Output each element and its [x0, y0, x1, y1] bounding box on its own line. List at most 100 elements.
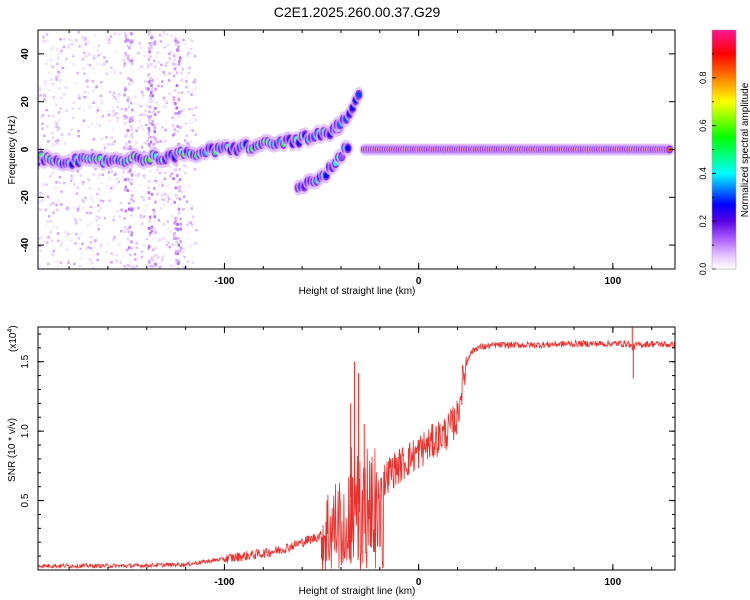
noise-speck	[57, 111, 60, 114]
noise-speck	[146, 54, 150, 58]
noise-speck	[90, 123, 93, 126]
noise-speck	[103, 146, 107, 150]
noise-speck	[83, 38, 87, 41]
noise-speck	[152, 248, 155, 252]
noise-speck	[133, 253, 137, 256]
snr-axes: -100 0 100 0.5 1.0 1.5	[20, 327, 675, 588]
noise-speck	[100, 181, 103, 185]
noise-speck	[140, 124, 143, 128]
noise-speck	[117, 180, 121, 184]
noise-speck	[135, 141, 138, 144]
noise-speck	[180, 72, 184, 75]
noise-speck	[77, 207, 80, 210]
noise-speck	[174, 217, 177, 221]
noise-speck	[127, 105, 130, 109]
snr-multiplier: (x104)	[7, 325, 19, 352]
noise-speck	[119, 71, 123, 75]
noise-speck	[187, 71, 190, 75]
noise-speck	[47, 114, 51, 118]
noise-speck	[173, 264, 176, 268]
noise-speck	[83, 36, 86, 40]
noise-speck	[45, 33, 49, 36]
noise-speck	[110, 187, 113, 190]
colorbar: 0.0 0.2 0.4 0.6 0.8 Normalized spectral ampl…	[698, 29, 750, 275]
noise-speck	[184, 139, 187, 142]
noise-speck	[185, 86, 188, 89]
noise-speck	[38, 264, 42, 268]
noise-speck	[153, 127, 157, 130]
noise-speck	[156, 51, 160, 55]
noise-speck	[124, 135, 127, 138]
noise-speck	[170, 50, 174, 54]
noise-speck	[92, 173, 96, 176]
noise-speck	[39, 89, 42, 92]
noise-speck	[79, 218, 82, 221]
noise-speck	[175, 106, 179, 110]
noise-speck	[153, 215, 156, 219]
noise-speck	[124, 86, 127, 90]
noise-speck	[147, 65, 150, 69]
noise-speck	[81, 242, 84, 246]
x-tick-label: 100	[605, 577, 622, 588]
noise-speck	[168, 72, 171, 75]
noise-speck	[60, 49, 63, 53]
noise-speck	[115, 177, 119, 181]
noise-speck	[161, 126, 164, 129]
noise-speck	[186, 185, 190, 188]
noise-speck	[105, 72, 109, 76]
noise-speck	[49, 58, 53, 61]
noise-speck	[170, 264, 173, 268]
noise-speck	[98, 173, 101, 176]
noise-speck	[120, 208, 123, 212]
noise-speck	[113, 95, 116, 99]
noise-speck	[59, 261, 63, 264]
noise-speck	[152, 33, 155, 37]
track-core	[356, 91, 362, 98]
noise-speck	[109, 261, 113, 264]
noise-speck	[147, 127, 151, 130]
noise-speck	[45, 108, 48, 112]
noise-speck	[144, 123, 148, 127]
noise-speck	[127, 96, 130, 99]
noise-speck	[148, 143, 151, 146]
noise-speck	[81, 38, 85, 41]
noise-speck	[125, 115, 128, 119]
noise-speck	[173, 200, 176, 204]
noise-speck	[42, 192, 45, 195]
noise-speck	[171, 265, 175, 268]
noise-speck	[130, 231, 133, 235]
noise-speck	[50, 240, 54, 243]
noise-speck	[141, 113, 144, 116]
noise-speck	[42, 36, 45, 39]
noise-speck	[173, 88, 177, 92]
noise-speck	[171, 124, 175, 128]
noise-speck	[50, 48, 53, 51]
noise-speck	[150, 36, 153, 40]
noise-speck	[185, 134, 189, 137]
noise-speck	[147, 33, 151, 37]
noise-speck	[64, 206, 68, 209]
noise-speck	[192, 80, 195, 84]
noise-speck	[148, 233, 152, 237]
noise-speck	[70, 128, 73, 132]
noise-speck	[146, 142, 150, 145]
noise-speck	[100, 101, 104, 105]
noise-speck	[164, 128, 167, 132]
noise-speck	[60, 241, 63, 245]
noise-speck	[190, 107, 194, 111]
noise-speck	[189, 128, 193, 132]
noise-speck	[68, 43, 71, 46]
noise-speck	[143, 113, 147, 117]
noise-speck	[160, 167, 163, 171]
noise-speck	[169, 165, 172, 168]
noise-speck	[180, 79, 183, 82]
noise-speck	[146, 139, 149, 143]
noise-speck	[127, 207, 131, 211]
noise-speck	[108, 199, 112, 202]
noise-speck	[135, 246, 138, 250]
noise-speck	[75, 39, 78, 42]
noise-speck	[175, 164, 178, 168]
noise-speck	[83, 197, 86, 200]
noise-speck	[150, 225, 154, 229]
noise-speck	[41, 127, 44, 130]
